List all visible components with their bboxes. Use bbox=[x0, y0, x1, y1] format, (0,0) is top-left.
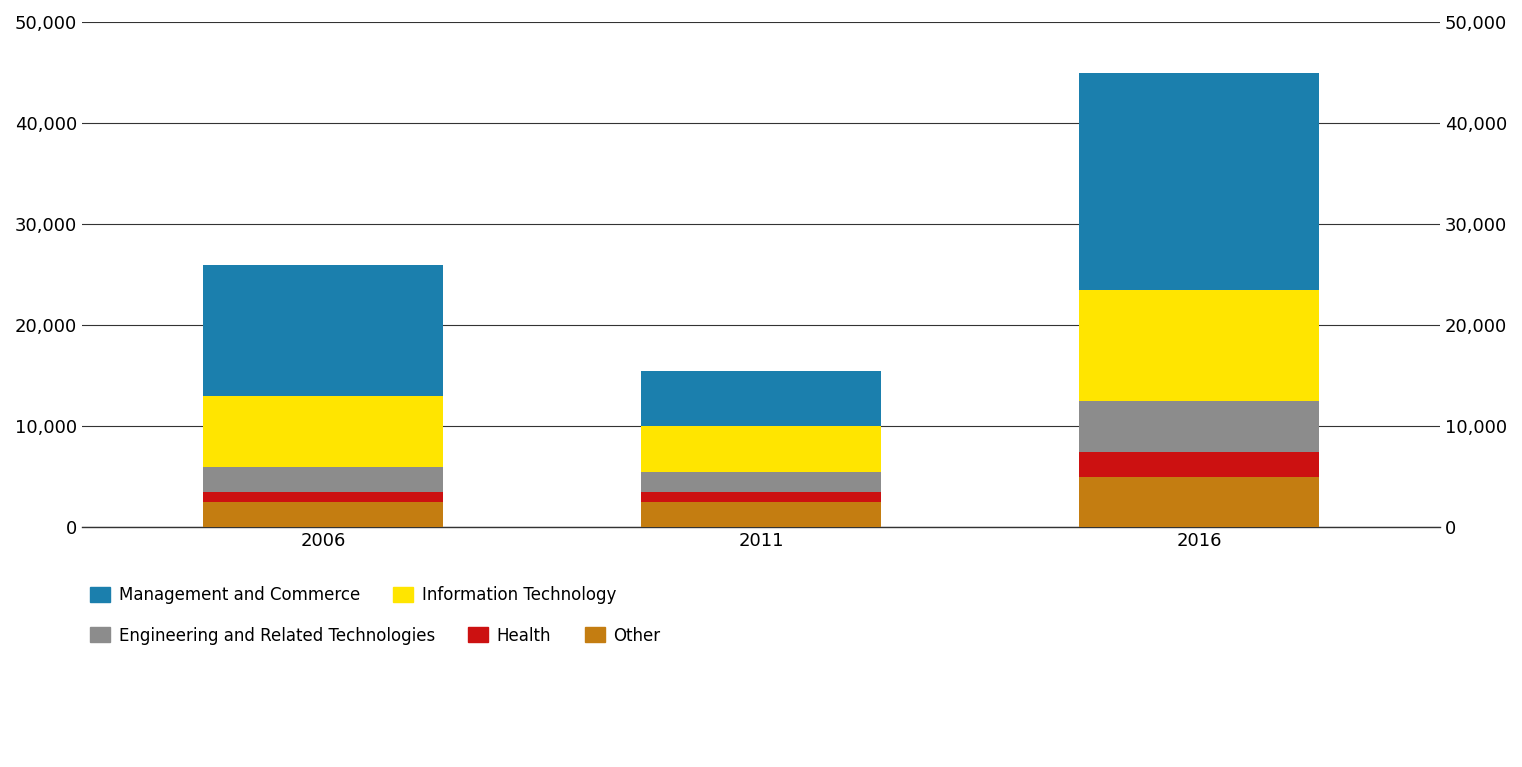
Legend: Engineering and Related Technologies, Health, Other: Engineering and Related Technologies, He… bbox=[90, 627, 661, 644]
Bar bbox=[1079, 452, 1320, 477]
Bar bbox=[1079, 401, 1320, 452]
Bar bbox=[641, 502, 881, 528]
Bar bbox=[1079, 290, 1320, 401]
Bar bbox=[641, 426, 881, 472]
Bar bbox=[641, 492, 881, 502]
Bar bbox=[641, 370, 881, 426]
Bar bbox=[1079, 73, 1320, 290]
Bar bbox=[202, 492, 443, 502]
Bar bbox=[202, 466, 443, 492]
Bar bbox=[202, 396, 443, 466]
Bar bbox=[202, 502, 443, 528]
Bar bbox=[1079, 477, 1320, 528]
Bar bbox=[202, 265, 443, 396]
Bar bbox=[641, 472, 881, 492]
